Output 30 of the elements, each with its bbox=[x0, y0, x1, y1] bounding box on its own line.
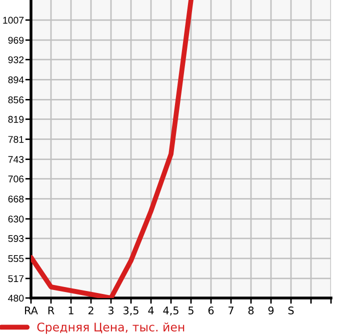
y-tick-label: 706 bbox=[8, 176, 24, 182]
x-tick-label: 7 bbox=[228, 306, 234, 314]
x-tick-label: S bbox=[288, 306, 294, 314]
y-tick-label: 555 bbox=[8, 255, 24, 262]
y-tick-label: 932 bbox=[8, 56, 24, 64]
x-tick-label: 5 bbox=[188, 306, 194, 314]
y-tick-label: 593 bbox=[8, 235, 24, 242]
y-tick-label: 743 bbox=[8, 156, 24, 163]
x-tick-label: 2 bbox=[88, 306, 94, 314]
y-tick-label: 480 bbox=[8, 294, 24, 302]
legend-label: Средняя Цена, тыс. йен bbox=[37, 322, 184, 334]
y-tick-label: 856 bbox=[8, 96, 24, 104]
y-tick-label: 668 bbox=[8, 196, 24, 202]
x-tick-label: 8 bbox=[248, 306, 254, 314]
x-tick-label: RA bbox=[25, 306, 38, 314]
y-tick-label: 630 bbox=[8, 216, 24, 223]
x-tick-label: 3,5 bbox=[124, 306, 138, 316]
x-tick-label: 4 bbox=[148, 306, 154, 314]
x-tick-label: R bbox=[48, 306, 54, 314]
y-tick-label: 517 bbox=[8, 275, 24, 282]
x-tick-label: 1 bbox=[68, 306, 74, 314]
y-tick-label: 894 bbox=[8, 76, 24, 84]
y-tick-label: 969 bbox=[8, 36, 24, 44]
y-tick-label: 1007 bbox=[3, 16, 24, 24]
x-tick-label: 4,5 bbox=[163, 306, 178, 316]
y-tick-label: 781 bbox=[8, 136, 24, 143]
x-tick-label: 3 bbox=[108, 306, 114, 314]
x-tick-label: 9 bbox=[268, 306, 274, 314]
x-tick-label: 6 bbox=[208, 306, 214, 314]
y-tick-label: 819 bbox=[8, 116, 24, 123]
